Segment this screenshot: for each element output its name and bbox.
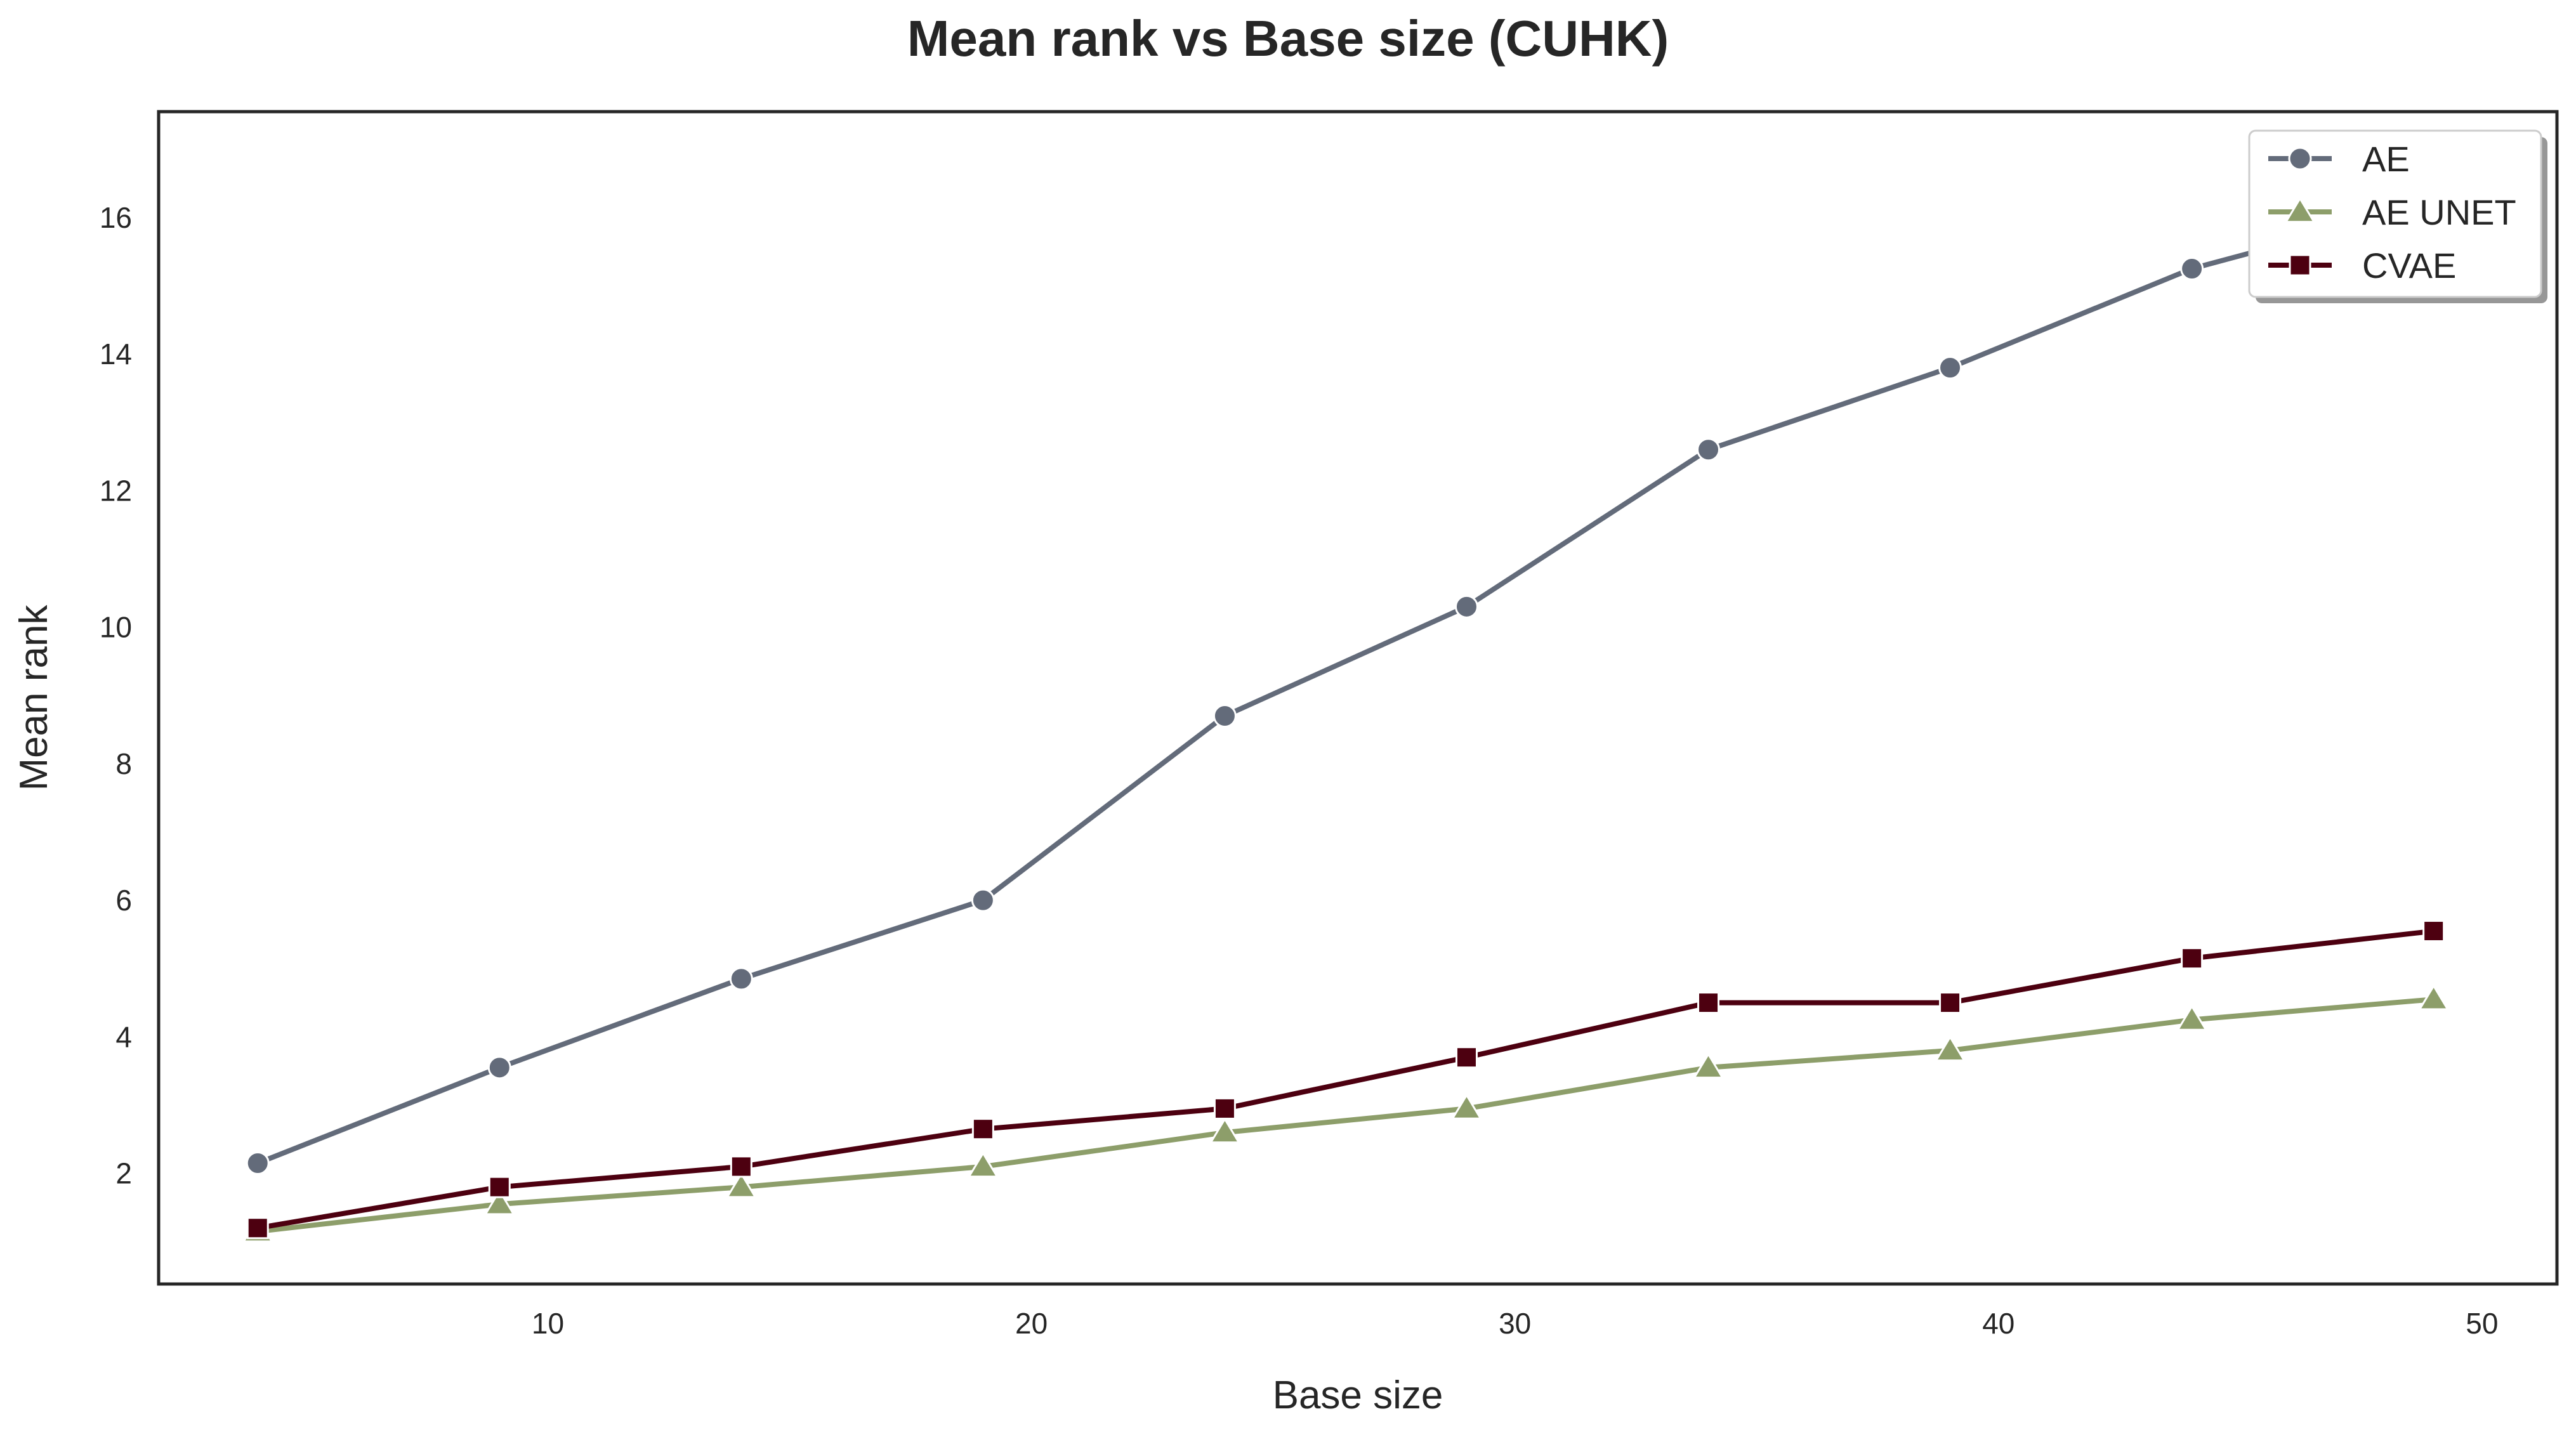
data-point	[2417, 984, 2450, 1011]
legend: AE AE UNET CVAE	[2248, 129, 2547, 303]
data-point	[1209, 1117, 1241, 1144]
x-tick-label: 30	[1499, 1307, 1531, 1340]
x-tick-label: 10	[532, 1307, 564, 1340]
data-point	[1450, 1093, 1483, 1120]
data-point	[1938, 356, 1962, 380]
data-point	[1692, 1052, 1725, 1079]
y-tick-label: 6	[115, 884, 132, 917]
data-point	[246, 1151, 270, 1175]
data-point	[487, 1056, 511, 1080]
plot-frame	[157, 110, 2559, 1286]
series-ae-unet	[242, 984, 2450, 1243]
x-tick-label: 20	[1015, 1307, 1048, 1340]
data-point	[2181, 947, 2204, 970]
legend-box	[2248, 129, 2542, 298]
data-point	[725, 1172, 758, 1198]
data-point	[1212, 704, 1237, 728]
plot-area	[242, 192, 2450, 1243]
legend-marker	[2288, 147, 2312, 171]
data-point	[971, 1118, 994, 1141]
y-tick-label: 2	[115, 1157, 132, 1190]
data-point	[488, 1176, 511, 1198]
data-point	[2422, 920, 2445, 943]
series-line	[255, 928, 2436, 1231]
legend-marker	[2289, 254, 2311, 277]
y-tick-label: 12	[100, 474, 132, 507]
data-point	[729, 967, 753, 991]
data-point	[483, 1189, 515, 1215]
legend-item: CVAE	[2268, 246, 2456, 285]
chart-title: Mean rank vs Base size (CUHK)	[907, 10, 1669, 67]
y-tick-label: 14	[100, 337, 132, 370]
y-tick-label: 4	[115, 1020, 132, 1053]
legend-label: CVAE	[2362, 246, 2456, 285]
data-point	[246, 1217, 269, 1240]
data-point	[1697, 438, 1721, 462]
data-point	[1213, 1097, 1236, 1120]
data-point	[1939, 992, 1962, 1014]
y-tick-label: 10	[100, 611, 132, 644]
legend-item: AE	[2268, 139, 2410, 179]
legend-marker	[2284, 197, 2316, 223]
legend-label: AE UNET	[2362, 192, 2516, 232]
legend-label: AE	[2362, 139, 2410, 179]
data-point	[2176, 1004, 2208, 1031]
data-point	[2180, 257, 2204, 281]
data-point	[1934, 1035, 1966, 1062]
series-line	[255, 201, 2436, 1166]
y-tick-label: 16	[100, 201, 132, 234]
axis-ticks: 10 20 30 40 50 2 4 6 8 10 12 14 16	[100, 201, 2499, 1340]
data-point	[971, 888, 995, 912]
legend-item: AE UNET	[2268, 192, 2516, 232]
x-tick-label: 40	[1982, 1307, 2014, 1340]
data-point	[967, 1151, 999, 1178]
x-tick-label: 50	[2466, 1307, 2498, 1340]
data-point	[1455, 1046, 1478, 1069]
series-ae	[246, 192, 2446, 1175]
y-tick-label: 8	[115, 747, 132, 780]
data-point	[730, 1155, 752, 1178]
data-point	[1454, 594, 1478, 619]
series-line	[255, 997, 2436, 1235]
y-axis-label: Mean rank	[12, 605, 56, 791]
data-point	[1697, 992, 1720, 1014]
x-axis-label: Base size	[1273, 1373, 1443, 1417]
series-cvae	[246, 920, 2445, 1240]
